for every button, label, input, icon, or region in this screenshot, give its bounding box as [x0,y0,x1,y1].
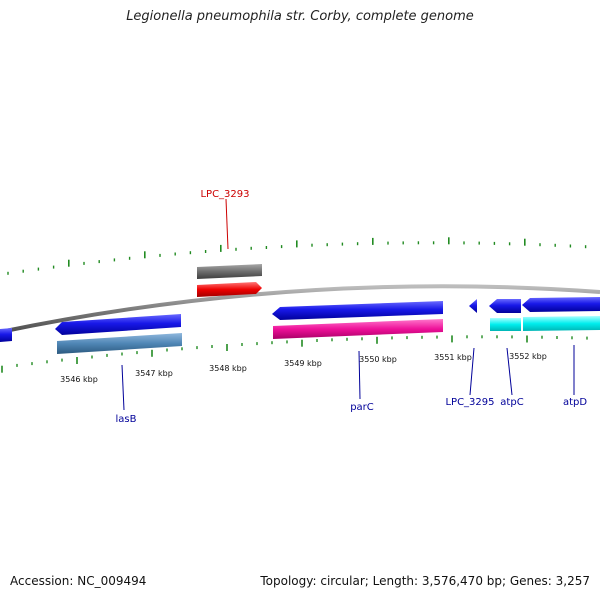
gene-label-LPC_3293[interactable]: LPC_3293 [200,189,249,200]
tick-label-3546: 3546 kbp [60,375,98,384]
gene-label-atpD[interactable]: atpD [563,397,587,408]
gene-labels: LPC_3293 lasB parC LPC_3295 atpC atpD [116,189,588,425]
leader-line-LPC_3293 [225,198,229,250]
gene-label-atpC[interactable]: atpC [500,397,523,408]
forward-strand-track [197,264,262,297]
position-labels: 3546 kbp 3547 kbp 3548 kbp 3549 kbp 3550… [60,352,547,384]
reverse-cds-track [0,297,600,342]
tick-label-3551: 3551 kbp [434,353,472,362]
genome-summary: Topology: circular; Length: 3,576,470 bp… [260,574,590,588]
label-leader-lines [121,198,575,411]
cds-feature-parC[interactable] [272,301,443,320]
leader-line-parC [358,350,361,400]
genome-backbone [0,284,600,334]
gene-feature-atpD[interactable] [523,316,600,331]
gene-label-LPC_3295[interactable]: LPC_3295 [445,397,494,408]
gene-feature-lasB[interactable] [57,333,182,354]
leader-line-lasB [121,364,125,411]
gene-feature-gray[interactable] [197,264,262,279]
cds-feature-blue-left-edge[interactable] [0,328,12,342]
inner-tick-track [1,335,588,373]
tick-label-3550: 3550 kbp [359,355,397,364]
tick-label-3548: 3548 kbp [209,364,247,373]
leader-line-LPC_3295 [469,347,475,396]
tick-label-3547: 3547 kbp [135,369,173,378]
gene-feature-parC[interactable] [273,319,443,339]
reverse-gene-track [57,316,600,354]
cds-feature-red[interactable] [197,282,262,297]
map-title: Legionella pneumophila str. Corby, compl… [126,9,474,24]
cds-feature-atpC[interactable] [489,299,521,313]
tick-label-3552: 3552 kbp [509,352,547,361]
outer-tick-track [7,237,587,275]
gene-label-parC[interactable]: parC [350,402,374,413]
tick-label-3549: 3549 kbp [284,359,322,368]
leader-line-atpC [506,347,513,396]
gene-label-lasB[interactable]: lasB [116,414,137,425]
cds-feature-atpD[interactable] [522,297,600,312]
gene-feature-atpC[interactable] [490,318,521,331]
accession-label: Accession: NC_009494 [10,574,147,588]
cds-feature-LPC_3295[interactable] [469,299,477,313]
cds-feature-lasB[interactable] [55,314,181,335]
